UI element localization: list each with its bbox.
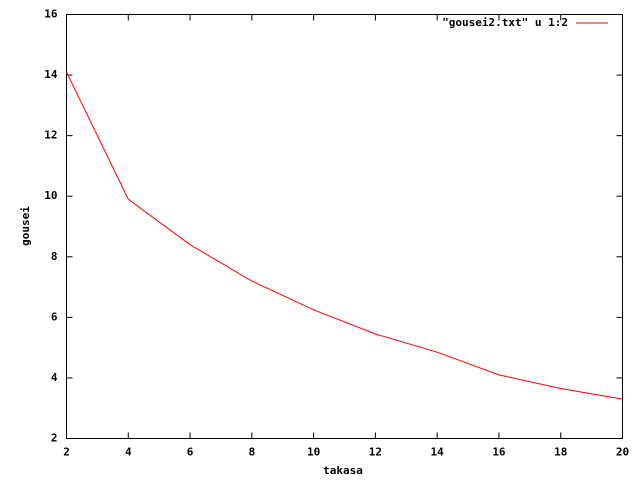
y-tick-label: 8 — [51, 250, 58, 263]
x-tick-label: 4 — [125, 446, 132, 459]
legend-label: "gousei2.txt" u 1:2 — [442, 16, 568, 29]
y-tick-label: 2 — [51, 432, 58, 445]
x-tick-label: 14 — [431, 446, 445, 459]
x-tick-label: 8 — [249, 446, 256, 459]
x-tick-label: 18 — [554, 446, 567, 459]
y-tick-label: 12 — [44, 129, 57, 142]
y-tick-label: 6 — [51, 310, 58, 323]
y-tick-label: 4 — [51, 371, 58, 384]
y-tick-label: 16 — [44, 8, 58, 21]
y-tick-label: 10 — [44, 189, 57, 202]
x-tick-label: 20 — [616, 446, 629, 459]
plot-frame — [66, 14, 623, 439]
x-tick-label: 10 — [307, 446, 320, 459]
x-tick-label: 12 — [369, 446, 382, 459]
y-tick-label: 14 — [44, 68, 58, 81]
x-tick-label: 6 — [187, 446, 194, 459]
y-axis-label: gousei — [19, 206, 32, 246]
x-tick-label: 16 — [492, 446, 506, 459]
x-axis-label: takasa — [323, 464, 363, 477]
x-tick-label: 2 — [63, 446, 70, 459]
data-line — [66, 71, 623, 400]
